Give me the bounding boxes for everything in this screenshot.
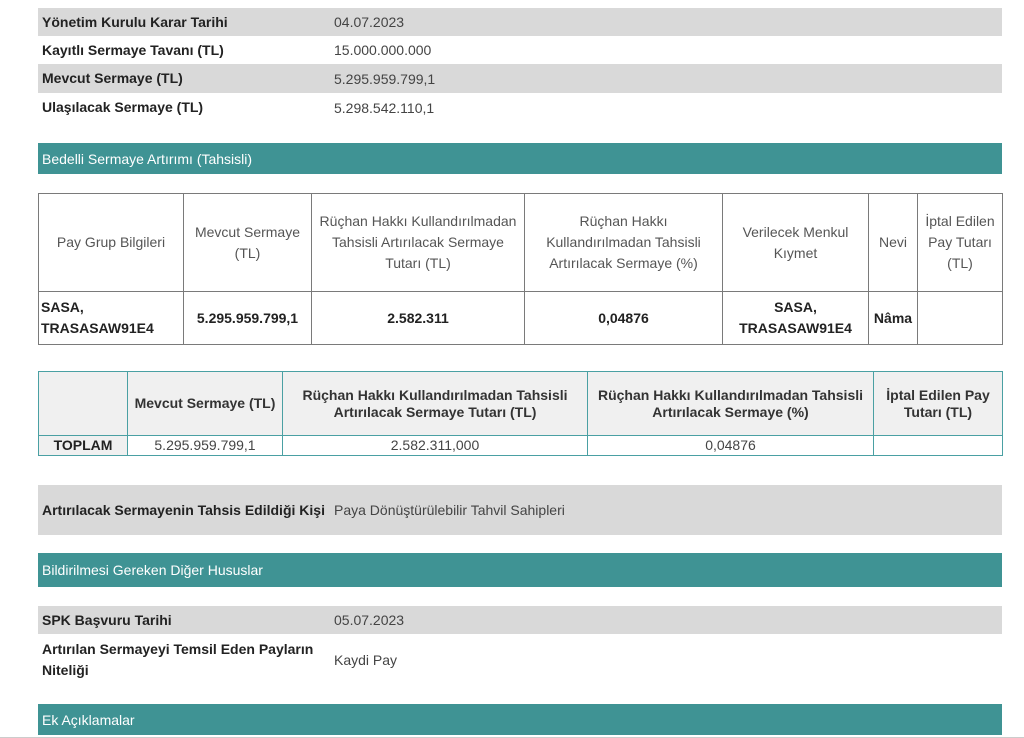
header-cell: Verilecek Menkul Kıymet xyxy=(722,193,869,292)
header-cell: Rüçhan Hakkı Kullandırılmadan Tahsisli A… xyxy=(311,193,525,292)
cell xyxy=(917,291,1003,345)
label: SPK Başvuru Tarihi xyxy=(42,611,172,628)
cell: 0,04876 xyxy=(587,435,874,456)
header-cell: Rüçhan Hakkı Kullandırılmadan Tahsisli A… xyxy=(282,371,588,436)
cell: 2.582.311 xyxy=(311,291,525,345)
value: 05.07.2023 xyxy=(334,612,405,628)
header-cell: Pay Grup Bilgileri xyxy=(38,193,184,292)
header-row: Pay Grup Bilgileri Mevcut Sermaye (TL) R… xyxy=(38,193,1003,292)
info-row: Artırılan Sermayeyi Temsil Eden Payların… xyxy=(38,634,1002,686)
section-header: Bildirilmesi Gereken Diğer Hususlar xyxy=(38,553,1002,587)
section-header: Ek Açıklamalar xyxy=(38,704,1002,735)
label: Ulaşılacak Sermaye (TL) xyxy=(42,99,204,115)
label: Kayıtlı Sermaye Tavanı (TL) xyxy=(42,41,224,58)
header-row: Mevcut Sermaye (TL) Rüçhan Hakkı Kulland… xyxy=(38,371,1003,436)
header-cell: İptal Edilen Pay Tutarı (TL) xyxy=(873,371,1003,436)
info-row: Yönetim Kurulu Karar Tarihi 04.07.2023 xyxy=(38,8,1002,36)
value: 5.298.542.110,1 xyxy=(334,99,435,116)
table: Pay Grup Bilgileri Mevcut Sermaye (TL) R… xyxy=(38,193,1003,345)
value: Kaydi Pay xyxy=(334,652,398,668)
cell: Nâma xyxy=(868,291,918,345)
total-row: TOPLAM 5.295.959.799,1 2.582.311,000 0,0… xyxy=(38,435,1003,456)
cell: SASA, TRASASAW91E4 xyxy=(38,291,184,345)
cell: TOPLAM xyxy=(38,435,128,456)
header-cell: Rüçhan Hakkı Kullandırılmadan Tahsisli A… xyxy=(587,371,874,436)
label: Artırılan Sermayeyi Temsil Eden Payların… xyxy=(42,641,314,678)
label: Artırılacak Sermayenin Tahsis Edildiği K… xyxy=(42,501,325,518)
data-row: SASA, TRASASAW91E4 5.295.959.799,1 2.582… xyxy=(38,291,1003,345)
cell: 0,04876 xyxy=(524,291,723,345)
section-header: Bedelli Sermaye Artırımı (Tahsisli) xyxy=(38,143,1002,174)
cell: SASA, TRASASAW91E4 xyxy=(722,291,869,345)
header-cell: Rüçhan Hakkı Kullandırılmadan Tahsisli A… xyxy=(524,193,723,292)
info-row: Mevcut Sermaye (TL) 5.295.959.799,1 xyxy=(38,64,1002,93)
label: Yönetim Kurulu Karar Tarihi xyxy=(42,13,228,30)
header-cell: Mevcut Sermaye (TL) xyxy=(127,371,283,436)
info-row: Ulaşılacak Sermaye (TL) 5.298.542.110,1 xyxy=(38,93,1002,122)
header-cell xyxy=(38,371,128,436)
value: 04.07.2023 xyxy=(334,14,405,30)
value: 5.295.959.799,1 xyxy=(334,70,436,87)
value: Paya Dönüştürülebilir Tahvil Sahipleri xyxy=(334,502,565,518)
cell: 5.295.959.799,1 xyxy=(127,435,283,456)
info-row: SPK Başvuru Tarihi 05.07.2023 xyxy=(38,606,1002,634)
cell: 5.295.959.799,1 xyxy=(183,291,312,345)
header-cell: Mevcut Sermaye (TL) xyxy=(183,193,312,292)
label: Mevcut Sermaye (TL) xyxy=(42,70,183,86)
header-cell: Nevi xyxy=(868,193,918,292)
value: 15.000.000.000 xyxy=(334,42,432,58)
table: Mevcut Sermaye (TL) Rüçhan Hakkı Kulland… xyxy=(38,371,1003,456)
cell xyxy=(873,435,1003,456)
info-row: Artırılacak Sermayenin Tahsis Edildiği K… xyxy=(38,485,1002,535)
header-cell: İptal Edilen Pay Tutarı (TL) xyxy=(917,193,1003,292)
info-row: Kayıtlı Sermaye Tavanı (TL) 15.000.000.00… xyxy=(38,36,1002,64)
cell: 2.582.311,000 xyxy=(282,435,588,456)
